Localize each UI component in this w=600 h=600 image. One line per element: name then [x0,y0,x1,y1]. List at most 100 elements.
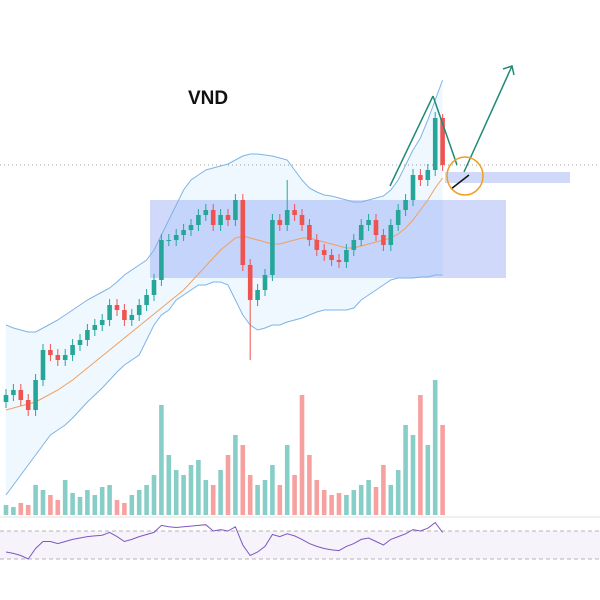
candle-body [85,330,90,340]
volume-bar [366,480,371,515]
volume-bar [418,395,423,515]
rsi-pane [0,517,600,577]
volume-bar [173,470,179,515]
candle-body [18,390,24,400]
candle-body [40,350,46,380]
highlight-circle [446,156,484,196]
volume-bar [321,490,327,515]
volume-bar [270,465,275,515]
candle-body [11,390,16,395]
candle-body [159,240,164,280]
volume-bar [114,500,120,515]
volume-bar [129,495,135,515]
candle-body [425,170,431,180]
candle-body [410,175,416,200]
candle-body [25,400,31,410]
volume-bar [351,490,357,515]
volume-bar [255,485,260,515]
volume-bar [358,485,364,515]
candle-body [188,225,194,230]
candle-body [329,255,334,260]
candle-body [166,240,172,241]
volume-bar [196,460,201,515]
volume-bar [62,480,68,515]
volume-bar [425,445,431,515]
zone-box [150,200,506,278]
volume-bar [188,465,194,515]
candle-body [255,290,260,300]
candle-body [55,355,61,360]
volume-bar [203,480,209,515]
volume-bar [181,475,186,515]
volume-bar [11,507,16,515]
candle-body [351,240,357,250]
candle-body [3,395,9,402]
candle-body [151,280,157,295]
volume-bar [262,480,268,515]
volume-bar [18,503,24,515]
volume-bar [410,435,416,515]
candle-body [403,200,408,210]
volume-bar [373,487,379,515]
volume-bar [277,485,283,515]
volume-bar [388,485,394,515]
band-lower [5,274,443,496]
candle-body [48,350,53,355]
volume-bar [151,475,157,515]
candle-body [432,118,438,170]
volume-bar [381,465,386,515]
volume-bar [240,445,246,515]
band-fill [6,80,443,495]
candle-body [344,250,349,262]
volume-bar [247,475,253,515]
volume-bar [159,405,164,515]
candle-body [129,315,135,320]
sketch-line [450,174,470,190]
volume-bar [3,505,9,515]
volume-bar [314,480,320,515]
volume-bar [77,497,83,515]
candle-body [247,265,253,300]
volume-bar [107,485,112,515]
candle-body [62,355,68,360]
candle-body [321,250,327,255]
volume-bar [33,485,38,515]
volume-bar [233,435,238,515]
candle-body [366,220,371,225]
trend-arrow [432,95,458,166]
moving-average [5,177,444,411]
volume-bar [70,493,75,515]
candle-body [418,175,423,180]
rsi-line [5,521,443,560]
candle-body [284,210,290,225]
candle-body [358,225,364,240]
target-box [445,172,570,183]
volume-bar [122,503,127,515]
candle-body [136,305,142,315]
volume-bar [210,485,216,515]
candle-body [307,225,312,240]
candle-body [173,235,179,240]
candle-body [381,235,386,245]
band-upper [5,79,444,333]
volume-bar [218,470,223,515]
volume-bar [99,487,105,515]
trend-arrow [463,65,513,173]
candle-body [210,210,216,225]
volume-bar [166,455,172,515]
chart-title: VND [188,88,228,109]
volume-bar [40,490,46,515]
candle-body [225,215,231,220]
volume-bar [225,455,231,515]
candle-body [107,305,112,320]
candle-body [92,325,98,330]
volume-bar [432,380,438,515]
candle-body [277,220,283,225]
candle-body [314,240,320,250]
trend-arrow [389,95,434,187]
candle-body [218,215,223,225]
volume-bar [329,495,334,515]
candle-body [99,320,105,325]
volume-bar [144,485,149,515]
